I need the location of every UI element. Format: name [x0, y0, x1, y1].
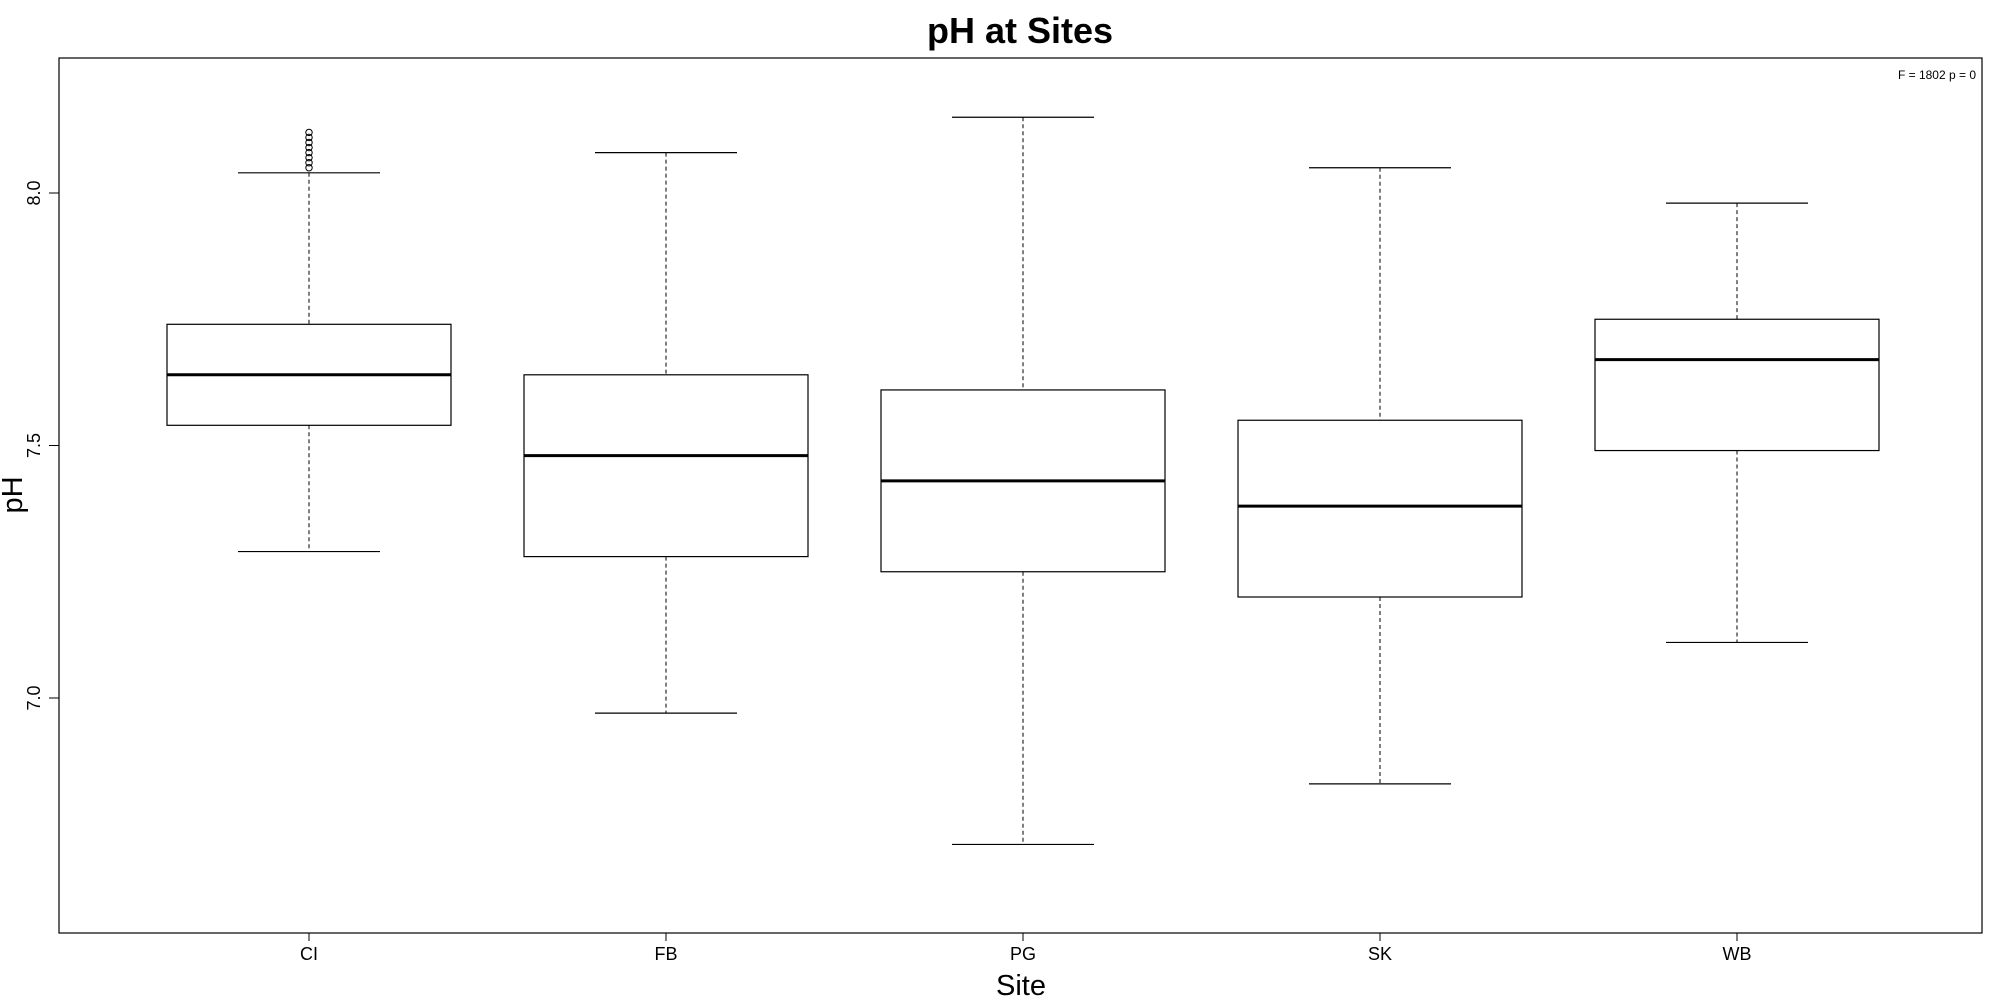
iqr-box	[1237, 419, 1523, 598]
box-series	[166, 116, 1880, 846]
x-axis-label: Site	[996, 970, 1046, 1000]
y-axis-label: pH	[0, 476, 29, 513]
y-tick-label: 7.0	[24, 685, 44, 710]
box-ci	[166, 128, 452, 553]
outlier-point	[305, 153, 313, 162]
y-axis: 7.0 7.5 8.0	[24, 180, 59, 711]
outlier-point	[305, 143, 313, 152]
y-tick-label: 8.0	[24, 180, 44, 205]
outlier-point	[305, 148, 313, 157]
stats-annotation: F = 1802 p = 0	[1898, 68, 1976, 82]
box-sk	[1237, 167, 1523, 785]
x-tick-label: CI	[300, 944, 318, 964]
chart-title: pH at Sites	[927, 10, 1113, 51]
box-fb	[523, 152, 809, 714]
x-tick-label: SK	[1368, 944, 1392, 964]
y-tick-label: 7.5	[24, 433, 44, 458]
outlier-point	[305, 159, 313, 167]
outlier-point	[305, 164, 313, 172]
outlier-point	[305, 133, 313, 142]
x-tick-label: PG	[1010, 944, 1036, 964]
x-axis: CI FB PG SK WB	[300, 933, 1752, 964]
plot-area-frame	[58, 57, 1983, 934]
iqr-box	[1594, 318, 1880, 452]
iqr-box	[523, 374, 809, 558]
outlier-point	[305, 138, 313, 147]
box-wb	[1594, 202, 1880, 644]
x-tick-label: WB	[1723, 944, 1752, 964]
box-pg	[880, 116, 1166, 846]
x-tick-label: FB	[654, 944, 677, 964]
outlier-point	[305, 128, 313, 137]
